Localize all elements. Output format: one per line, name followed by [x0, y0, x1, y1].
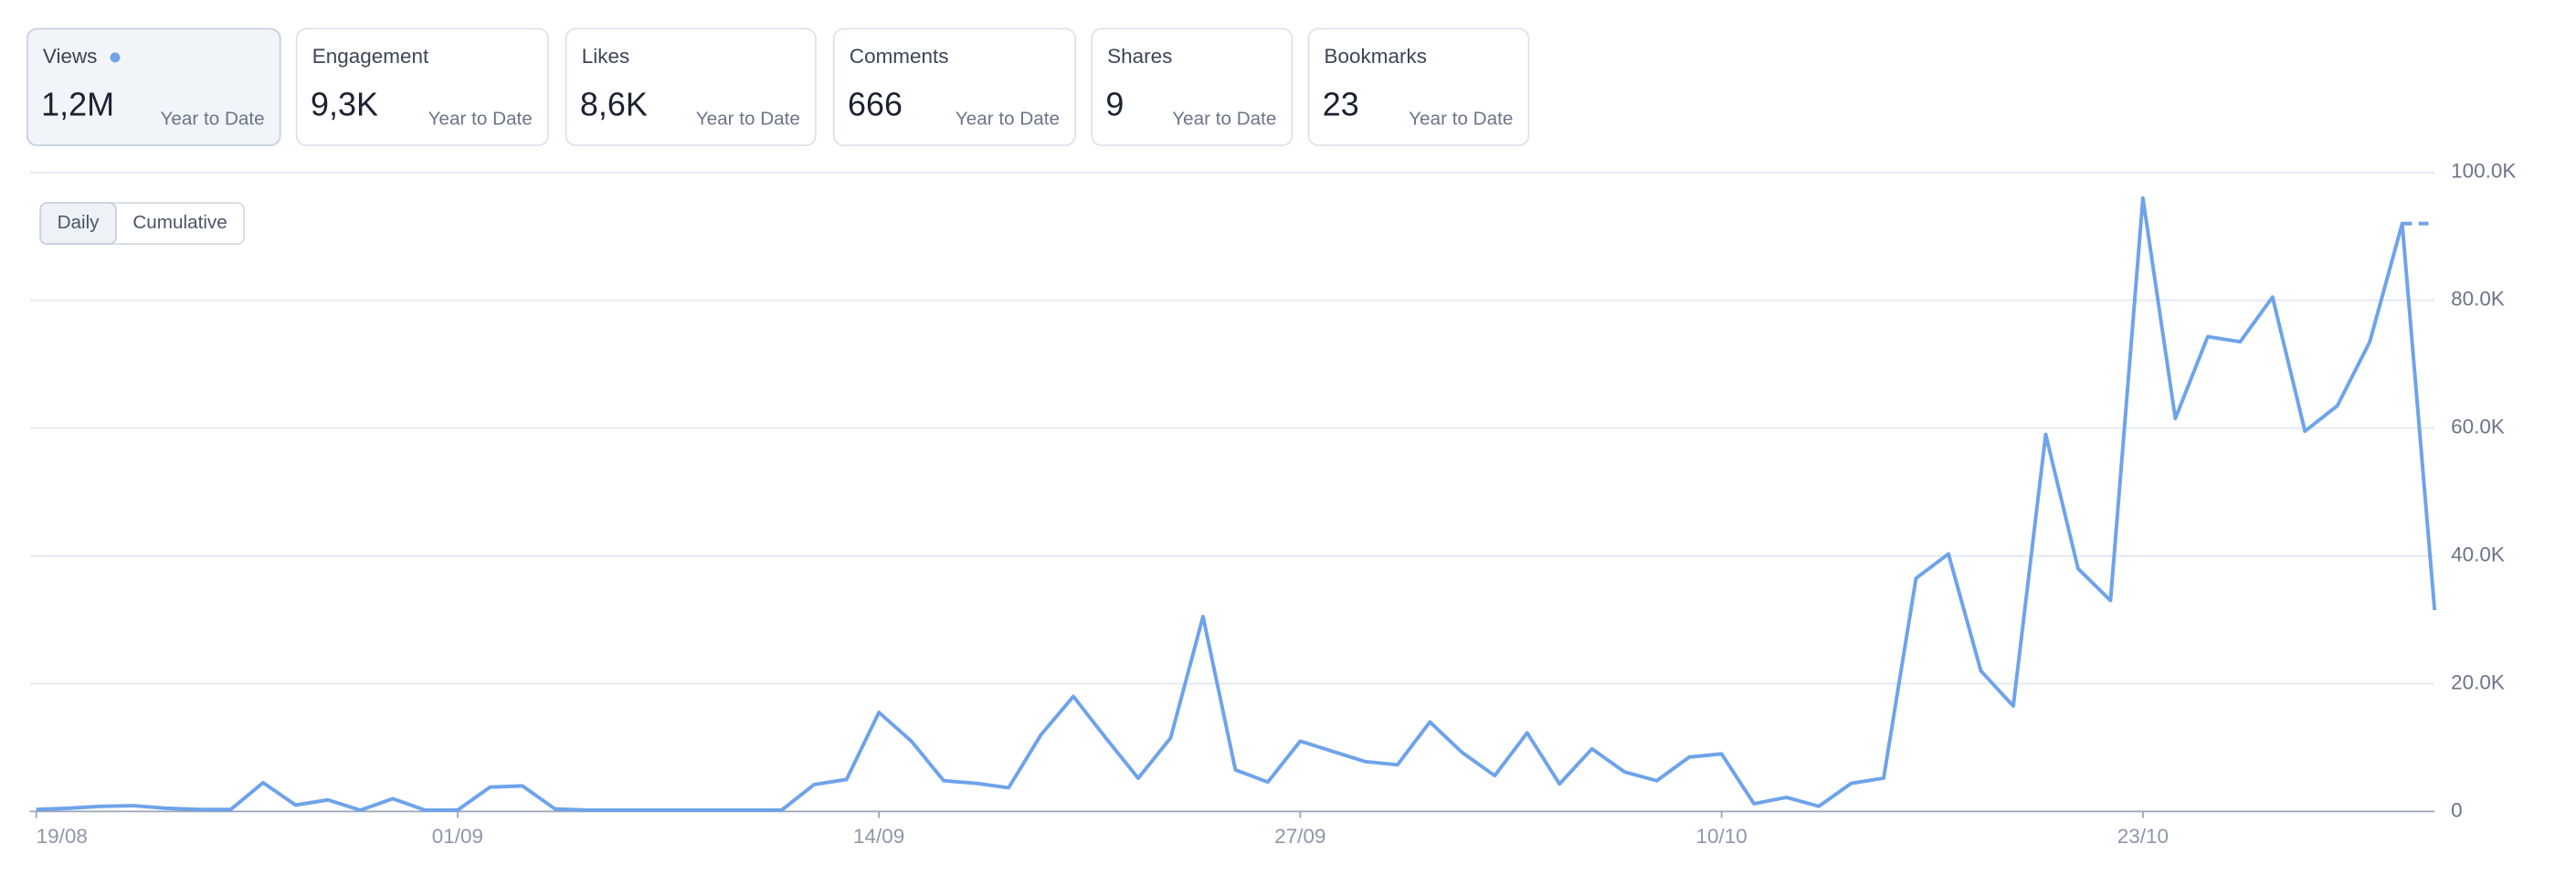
metric-period: Year to Date: [160, 109, 264, 130]
x-tick-label: 23/10: [2117, 825, 2169, 848]
metric-card[interactable]: [565, 27, 817, 147]
metric-value: 23: [1323, 85, 1359, 122]
x-tick-label: 14/09: [853, 825, 904, 848]
metric-card[interactable]: [1091, 27, 1293, 147]
series-line: [36, 195, 2437, 812]
y-tick-label: 40.0K: [2451, 543, 2505, 565]
metric-period: Year to Date: [1409, 109, 1513, 130]
metric-card[interactable]: [1307, 27, 1530, 147]
metric-period: Year to Date: [955, 109, 1060, 130]
metric-card[interactable]: [295, 27, 549, 147]
metric-period: Year to Date: [696, 109, 800, 130]
metric-value: 666: [848, 85, 903, 122]
metric-value: 9,3K: [311, 85, 378, 122]
x-tick-label: 01/09: [432, 825, 483, 848]
metric-card[interactable]: [26, 27, 281, 147]
metric-label: Comments: [850, 45, 949, 68]
toggle-active[interactable]: [39, 202, 117, 245]
metric-value: 1,2M: [41, 85, 114, 122]
metric-card[interactable]: [832, 27, 1077, 147]
metric-period: Year to Date: [428, 109, 533, 130]
metric-label: Likes: [582, 45, 629, 68]
selected-dot: [110, 52, 121, 63]
x-tick-label: 19/08: [37, 825, 88, 848]
y-tick-label: 80.0K: [2451, 288, 2505, 311]
metric-label: Shares: [1107, 45, 1172, 68]
metric-value: 8,6K: [580, 85, 648, 122]
toggle-button[interactable]: Daily: [58, 212, 100, 233]
y-tick-label: 0: [2451, 798, 2463, 821]
x-tick-label: 10/10: [1696, 825, 1747, 848]
metric-label: Views: [43, 45, 98, 68]
y-tick-label: 100.0K: [2451, 160, 2516, 183]
y-tick-label: 60.0K: [2451, 416, 2505, 438]
toggle-button[interactable]: Cumulative: [132, 212, 227, 233]
metric-label: Engagement: [312, 45, 429, 68]
metric-period: Year to Date: [1172, 109, 1276, 130]
x-tick-label: 27/09: [1274, 825, 1325, 848]
y-tick-label: 20.0K: [2451, 670, 2505, 693]
metric-label: Bookmarks: [1325, 45, 1427, 68]
metric-value: 9: [1105, 85, 1124, 122]
